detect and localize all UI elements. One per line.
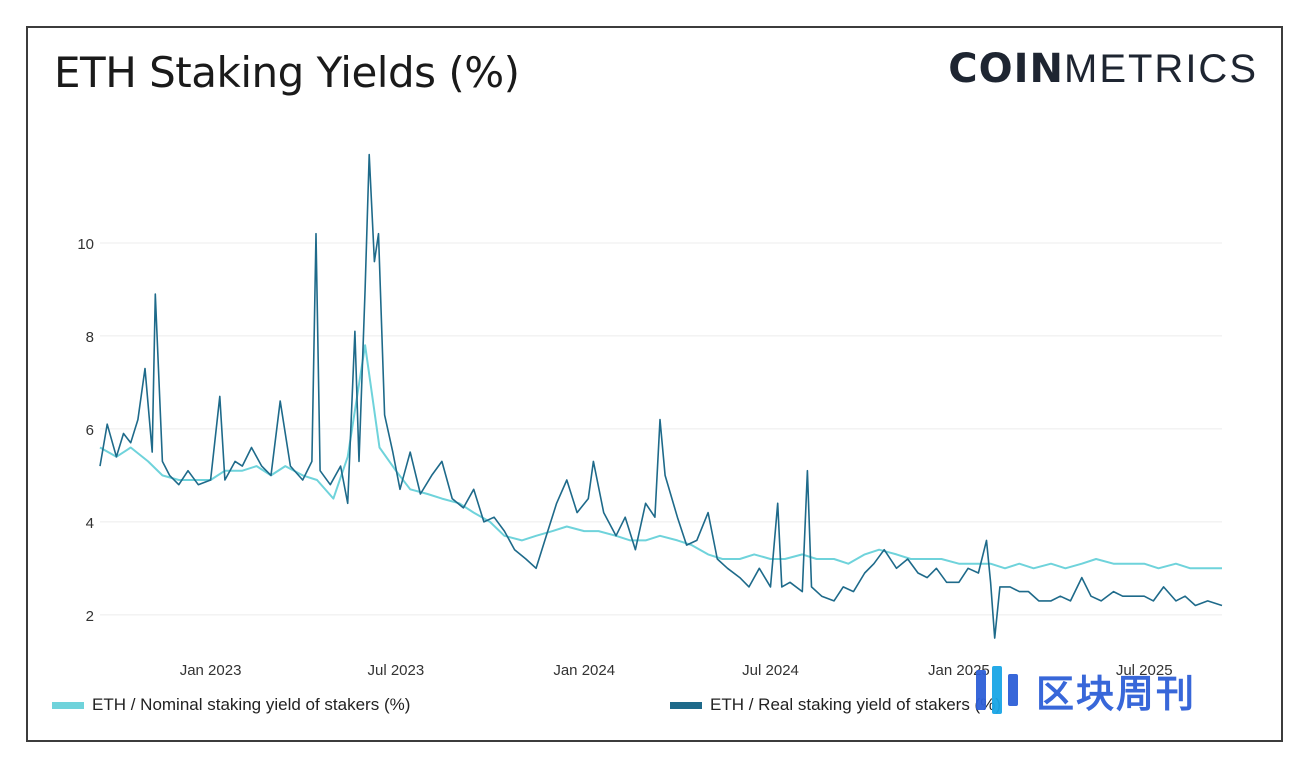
legend-swatch-nominal [52,701,84,709]
legend-swatch-real [670,701,702,709]
watermark-text: 区块周刊 [1036,671,1197,716]
chart-frame [26,26,1283,742]
x-tick-label: Jan 2025 [928,662,990,679]
x-tick-label: Jan 2024 [553,662,615,679]
y-tick-label: 2 [86,608,94,625]
chart-title: ETH Staking Yields (%) [54,48,520,97]
y-tick-label: 4 [86,515,94,532]
series-line-nominal [99,344,1222,570]
legend-item-nominal: ETH / Nominal staking yield of stakers (… [52,695,410,715]
logo-light-part: METRICS [1064,47,1258,91]
coinmetrics-logo: COINMETRICS [948,46,1258,92]
series-line-real [99,153,1223,639]
logo-bold-part: COIN [948,46,1064,92]
legend-item-real: ETH / Real staking yield of stakers (%) [670,695,1001,715]
legend-label-nominal: ETH / Nominal staking yield of stakers (… [92,695,411,714]
y-tick-label: 8 [86,329,94,346]
y-tick-label: 6 [86,422,94,439]
legend-label-real: ETH / Real staking yield of stakers (%) [710,695,1001,714]
x-tick-label: Jul 2023 [367,662,424,679]
y-tick-label: 10 [77,236,94,253]
x-tick-label: Jan 2023 [180,662,242,679]
watermark-logo-icon [976,666,1018,714]
watermark: 区块周刊 [972,662,1196,718]
x-tick-label: Jul 2025 [1116,662,1173,679]
x-tick-label: Jul 2024 [742,662,799,679]
